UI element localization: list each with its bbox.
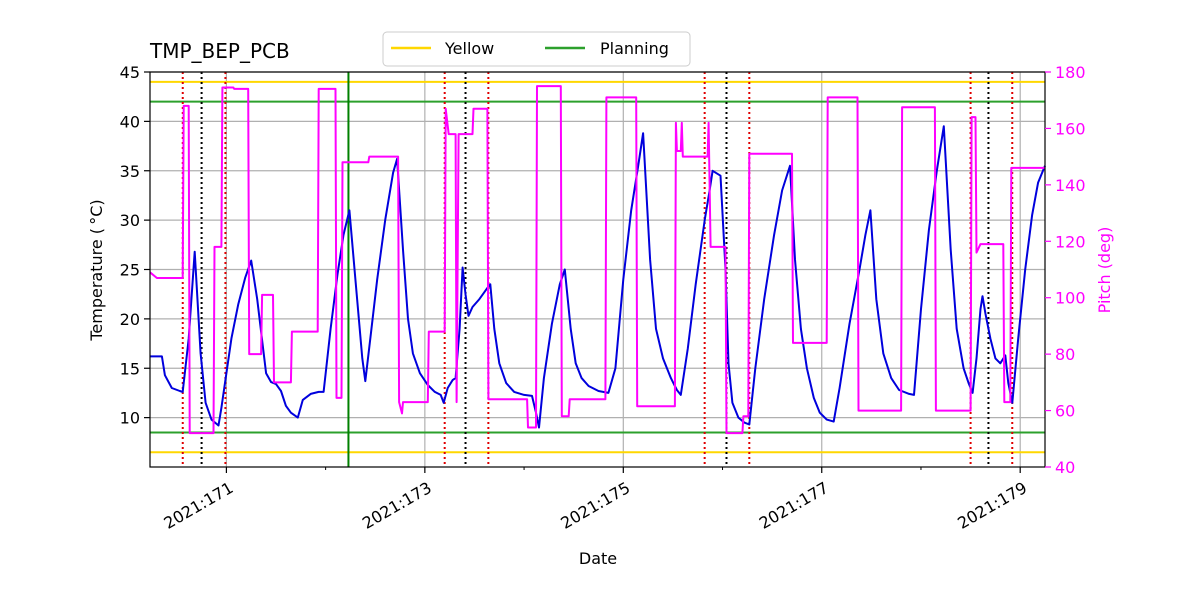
x-axis: 2021:171 2021:173 2021:175 2021:177 2021:179 bbox=[161, 467, 1030, 533]
y2-tick-label-6: 160 bbox=[1055, 119, 1086, 138]
y-tick-label-1: 15 bbox=[120, 359, 140, 378]
x-tick-label-0: 2021:171 bbox=[161, 478, 237, 533]
x-tick-label-1: 2021:173 bbox=[359, 478, 435, 533]
y2-axis-label: Pitch (deg) bbox=[1095, 227, 1114, 314]
y2-tick-label-4: 120 bbox=[1055, 232, 1086, 251]
chart-title: TMP_BEP_PCB bbox=[149, 39, 290, 63]
y2-tick-label-0: 40 bbox=[1055, 458, 1075, 477]
y-axis-left: 10 15 20 25 30 35 40 45 bbox=[120, 63, 150, 428]
legend: Yellow Planning bbox=[382, 31, 691, 67]
y2-tick-label-3: 100 bbox=[1055, 289, 1086, 308]
y-tick-label-0: 10 bbox=[120, 409, 140, 428]
x-tick-label-3: 2021:177 bbox=[756, 478, 832, 533]
legend-label-planning: Planning bbox=[600, 39, 669, 58]
y-tick-label-6: 40 bbox=[120, 112, 140, 131]
y-tick-label-5: 35 bbox=[120, 162, 140, 181]
y2-tick-label-7: 180 bbox=[1055, 63, 1086, 82]
x-tick-label-4: 2021:179 bbox=[954, 478, 1030, 533]
threshold-lines bbox=[150, 80, 1045, 454]
series-temperature bbox=[150, 125, 1046, 429]
y-tick-label-7: 45 bbox=[120, 63, 140, 82]
y-axis-label: Temperature ( °C) bbox=[87, 199, 106, 341]
y-tick-label-2: 20 bbox=[120, 310, 140, 329]
y2-tick-label-1: 60 bbox=[1055, 402, 1075, 421]
y-axis-right: 40 60 80 100 120 140 160 180 bbox=[1045, 63, 1086, 477]
x-axis-label: Date bbox=[579, 549, 617, 568]
y2-tick-label-5: 140 bbox=[1055, 176, 1086, 195]
legend-label-yellow: Yellow bbox=[444, 39, 494, 58]
y2-tick-label-2: 80 bbox=[1055, 345, 1075, 364]
y-tick-label-4: 30 bbox=[120, 211, 140, 230]
x-tick-label-2: 2021:175 bbox=[557, 478, 633, 533]
y-tick-label-3: 25 bbox=[120, 261, 140, 280]
series-pitch bbox=[149, 85, 1045, 435]
legend-box bbox=[382, 31, 691, 67]
grid-layer bbox=[150, 71, 1045, 467]
series-layer bbox=[149, 85, 1046, 435]
